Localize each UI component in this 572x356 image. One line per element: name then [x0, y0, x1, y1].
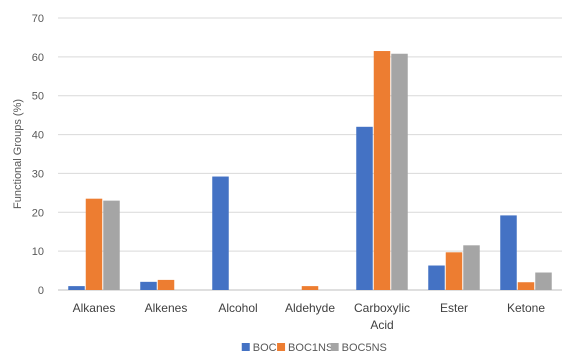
bar-boc	[356, 126, 373, 290]
bar-boc1ns	[157, 279, 175, 290]
x-category-label: Ester	[440, 301, 468, 315]
legend-swatch-boc	[241, 343, 250, 351]
bar-boc5ns	[535, 272, 552, 290]
bar-boc5ns	[391, 53, 408, 291]
y-tick-label: 30	[32, 168, 44, 180]
legend-swatch-boc1ns	[277, 343, 286, 351]
legend-label-boc: BOC	[253, 342, 277, 354]
bar-boc1ns	[301, 286, 319, 290]
x-category-label: Alkenes	[145, 301, 188, 315]
y-axis-ticks: 0 10 20 30 40 50 60 70	[32, 13, 44, 297]
y-tick-label: 0	[38, 285, 44, 297]
bar-boc	[428, 265, 445, 290]
legend-swatch-boc5ns	[330, 343, 339, 351]
legend-label-boc1ns: BOC1NS	[288, 342, 333, 354]
gridlines	[58, 17, 562, 291]
legend: BOC BOC1NS BOC5NS	[241, 342, 387, 354]
x-category-label: Alcohol	[218, 301, 257, 315]
y-axis-label: Functional Groups (%)	[12, 99, 24, 209]
bar-boc	[212, 176, 229, 290]
bar-boc5ns	[463, 245, 480, 290]
x-category-label: Acid	[370, 318, 393, 332]
y-tick-label: 10	[32, 246, 44, 258]
bar-boc1ns	[85, 198, 103, 290]
bar-boc	[500, 215, 517, 290]
bar-boc	[68, 286, 85, 290]
y-tick-label: 70	[32, 13, 44, 25]
x-category-label: Alkanes	[73, 301, 116, 315]
legend-label-boc5ns: BOC5NS	[342, 342, 387, 354]
x-axis-categories: Alkanes Alkenes Alcohol Aldehyde Carboxylic A…	[73, 301, 546, 332]
x-category-label: Carboxylic	[354, 301, 410, 315]
x-category-label: Aldehyde	[285, 301, 335, 315]
bar-boc1ns	[517, 282, 535, 290]
y-tick-label: 40	[32, 130, 44, 142]
bar-boc5ns	[103, 200, 120, 290]
bar-boc1ns	[445, 252, 463, 290]
y-tick-label: 60	[32, 52, 44, 64]
bar-boc	[140, 281, 157, 290]
y-tick-label: 20	[32, 207, 44, 219]
x-category-label: Ketone	[507, 301, 545, 315]
bars	[68, 51, 552, 291]
y-tick-label: 50	[32, 91, 44, 103]
bar-boc1ns	[373, 51, 391, 291]
